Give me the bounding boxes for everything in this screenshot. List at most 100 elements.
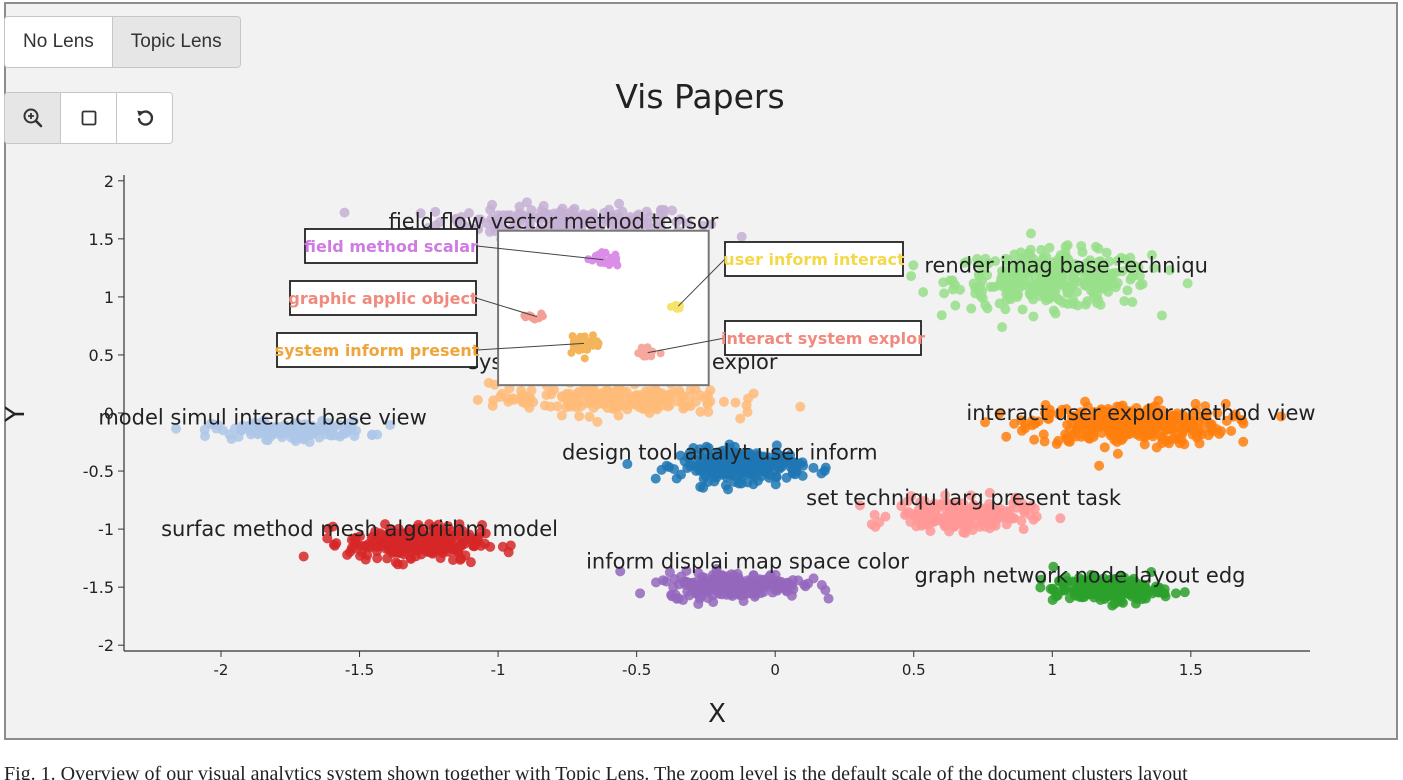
data-point <box>943 517 954 528</box>
data-point <box>467 535 478 546</box>
topic-lens[interactable]: field method scalar user inform interact g… <box>275 228 925 387</box>
data-point <box>1149 262 1160 273</box>
data-point <box>226 433 237 444</box>
cluster-label: render imag base techniqu <box>924 254 1208 278</box>
data-point <box>973 269 984 280</box>
data-point <box>1089 406 1100 417</box>
data-point <box>1080 299 1091 310</box>
cluster-points <box>980 395 1287 471</box>
scatter-plot[interactable]: Vis Papers -2 -1.5 -1 -0.5 0 0.5 1 1.5 2 1.5 1 0.5 0… <box>0 0 1403 745</box>
data-point <box>730 397 741 408</box>
lens-point <box>598 251 607 260</box>
data-point <box>608 404 619 415</box>
cluster-label: graph network node layout edg <box>915 564 1246 588</box>
data-point <box>972 259 983 270</box>
data-point <box>556 410 567 421</box>
data-point <box>968 499 979 510</box>
data-point <box>816 580 827 591</box>
data-point <box>770 479 781 490</box>
lens-callout-line <box>475 297 538 318</box>
box-select-button[interactable] <box>61 93 117 143</box>
data-point <box>385 420 396 431</box>
data-point <box>1099 442 1110 453</box>
data-point <box>1043 413 1054 424</box>
data-point <box>621 386 632 397</box>
data-point <box>1107 600 1118 611</box>
lens-point <box>588 331 597 340</box>
data-point <box>645 212 656 223</box>
lens-point <box>573 338 582 347</box>
data-point <box>1017 304 1028 315</box>
data-point <box>695 406 706 417</box>
lens-callout-line <box>476 342 585 351</box>
cluster-points <box>298 519 516 570</box>
data-point <box>558 209 569 220</box>
data-point <box>1156 310 1167 321</box>
cluster-points <box>472 366 806 427</box>
data-point <box>1004 290 1015 301</box>
data-point <box>1216 426 1227 437</box>
data-point <box>488 395 499 406</box>
data-points[interactable] <box>171 197 1287 611</box>
zoom-button[interactable] <box>5 93 61 143</box>
data-point <box>1119 296 1130 307</box>
x-tick-label: -0.5 <box>622 661 651 679</box>
data-point <box>622 459 633 470</box>
data-point <box>1094 460 1105 471</box>
data-point <box>538 200 549 211</box>
data-point <box>968 508 979 519</box>
data-point <box>1192 430 1203 441</box>
data-point <box>1126 583 1137 594</box>
data-point <box>771 440 782 451</box>
data-point <box>497 541 508 552</box>
data-point <box>1061 404 1072 415</box>
data-point <box>258 415 269 426</box>
lens-topic-label: interact system explor <box>721 329 925 348</box>
data-point <box>584 411 595 422</box>
data-point <box>730 584 741 595</box>
lens-point <box>613 261 622 270</box>
data-point <box>650 396 661 407</box>
data-point <box>763 577 774 588</box>
data-point <box>736 231 747 242</box>
data-point <box>1106 583 1117 594</box>
data-point <box>1064 425 1075 436</box>
data-point <box>656 464 667 475</box>
data-point <box>939 288 950 299</box>
data-point <box>703 583 714 594</box>
data-point <box>171 423 182 434</box>
data-point <box>950 300 961 311</box>
data-point <box>1230 409 1241 420</box>
data-point <box>271 422 282 433</box>
data-point <box>1016 515 1027 526</box>
data-point <box>1041 251 1052 262</box>
data-point <box>915 497 926 508</box>
data-point <box>742 407 753 418</box>
data-point <box>1106 590 1117 601</box>
lens-point <box>580 354 589 363</box>
lens-label-box <box>289 280 477 316</box>
lens-topic-label: field method scalar <box>304 237 478 256</box>
data-point <box>981 511 992 522</box>
zoom-in-icon <box>23 108 42 128</box>
data-point <box>786 581 797 592</box>
reset-button[interactable] <box>117 93 172 143</box>
data-point <box>200 431 211 442</box>
no-lens-button[interactable]: No Lens <box>5 17 113 67</box>
data-point <box>753 450 764 461</box>
data-point <box>366 430 377 441</box>
data-point <box>1016 415 1027 426</box>
data-point <box>1134 271 1145 282</box>
data-point <box>1079 273 1090 284</box>
data-point <box>982 303 993 314</box>
data-point <box>298 434 309 445</box>
data-point <box>735 413 746 424</box>
data-point <box>1053 409 1064 420</box>
data-point <box>1127 297 1138 308</box>
lens-point <box>642 352 651 361</box>
lens-label-box <box>724 241 904 277</box>
data-point <box>1019 507 1030 518</box>
data-point <box>1135 417 1146 428</box>
topic-lens-button[interactable]: Topic Lens <box>112 17 240 67</box>
data-point <box>677 397 688 408</box>
